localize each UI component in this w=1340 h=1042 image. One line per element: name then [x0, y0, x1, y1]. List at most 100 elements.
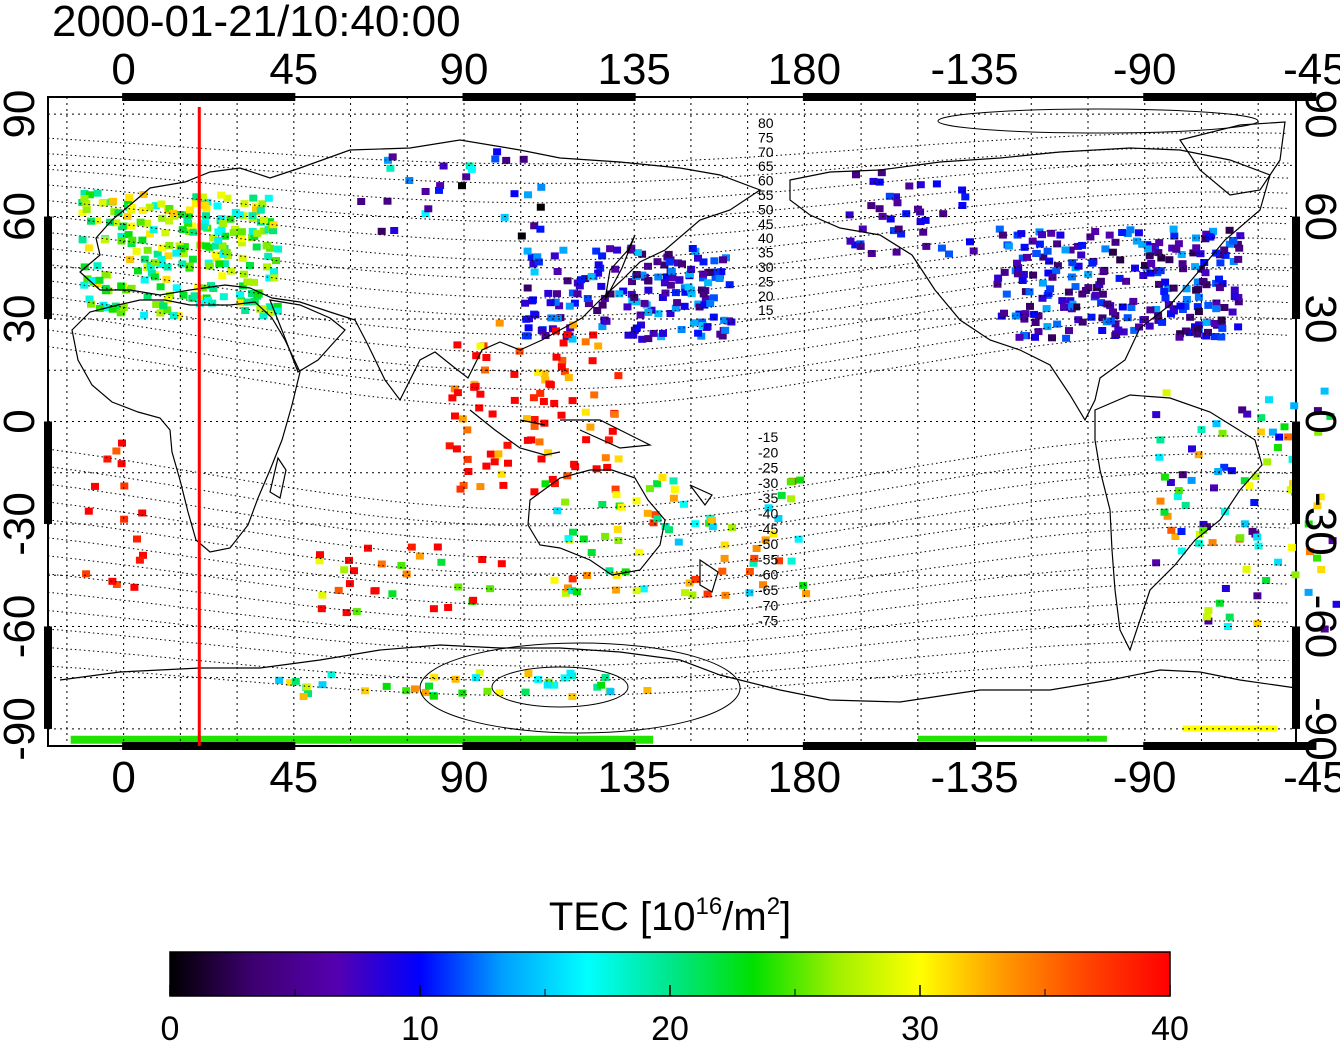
tec-data-point: [669, 477, 678, 485]
tec-data-point: [1177, 251, 1186, 258]
tec-data-point: [1154, 312, 1163, 320]
tec-data-point: [491, 155, 500, 163]
tec-data-point: [1212, 305, 1221, 313]
tec-data-point: [593, 307, 602, 314]
colorbar-tick-label: 30: [901, 1010, 939, 1042]
tec-data-point: [1313, 554, 1321, 562]
tec-data-point: [664, 250, 673, 258]
tec-data-point: [165, 217, 174, 225]
contour-label: 45: [758, 216, 774, 232]
tec-data-point: [1220, 246, 1229, 254]
tec-data-point: [1071, 283, 1080, 291]
tec-data-point: [204, 296, 213, 304]
tec-data-point: [316, 551, 324, 559]
tec-data-point: [1026, 302, 1034, 310]
tec-data-point: [241, 307, 250, 314]
tec-data-point: [114, 209, 123, 217]
coastline-greenland: [1179, 121, 1286, 196]
tec-data-point: [658, 294, 667, 301]
tec-data-point: [85, 191, 94, 199]
colorbar-tick-label: 10: [401, 1010, 439, 1042]
tec-data-point: [1225, 613, 1234, 621]
tec-data-point: [939, 210, 948, 218]
tec-data-point: [243, 298, 252, 306]
tec-data-point: [698, 322, 707, 330]
tec-data-point: [799, 581, 808, 589]
tec-data-point: [1253, 592, 1262, 600]
tec-data-point: [615, 290, 624, 298]
tec-data-point: [93, 217, 102, 225]
tec-data-point: [223, 194, 232, 202]
tec-data-point: [644, 277, 653, 285]
tec-data-point: [221, 232, 230, 240]
tec-data-point: [715, 275, 724, 282]
tec-data-point: [458, 689, 467, 697]
tec-data-point: [1229, 258, 1238, 265]
tec-data-point: [1217, 321, 1226, 328]
tec-data-point: [1053, 240, 1062, 248]
tec-data-point: [553, 314, 562, 322]
tec-data-point: [109, 197, 118, 205]
contour-line: [47, 206, 1289, 261]
tec-data-point: [1165, 256, 1174, 264]
tec-data-point: [377, 560, 386, 568]
tec-data-point: [1217, 316, 1226, 324]
tec-data-point: [1168, 244, 1177, 252]
tec-data-point: [139, 551, 147, 559]
tec-data-point: [561, 589, 570, 597]
tec-data-point: [172, 249, 181, 257]
tec-data-point: [1118, 303, 1127, 311]
tec-data-point: [140, 276, 149, 284]
tec-data-point: [1174, 240, 1183, 248]
tec-data-point: [220, 260, 229, 268]
tec-data-point: [1123, 314, 1132, 322]
tec-data-point: [555, 302, 564, 310]
tec-data-point: [1156, 436, 1165, 444]
tec-data-point: [1320, 625, 1329, 633]
tec-data-point: [614, 372, 623, 380]
tec-data-point: [922, 242, 931, 250]
tec-data-point: [892, 248, 901, 256]
tec-data-point: [1200, 259, 1209, 266]
tec-data-point: [1236, 232, 1245, 240]
tec-data-point: [969, 247, 978, 255]
tec-data-point: [1108, 248, 1117, 256]
tec-data-point: [1236, 534, 1245, 542]
contour-label: 25: [758, 273, 774, 289]
tec-data-point: [1210, 484, 1218, 492]
tec-data-point: [1243, 410, 1252, 418]
tec-data-point: [704, 279, 713, 287]
tec-data-point: [1171, 533, 1180, 540]
tec-data-point: [877, 169, 886, 177]
tec-data-point: [1316, 493, 1325, 501]
contour-line: [47, 252, 1289, 317]
tec-data-point: [133, 535, 141, 543]
tec-data-point: [628, 278, 636, 286]
tec-data-point: [149, 226, 158, 234]
tec-data-point: [544, 449, 553, 457]
tec-data-point: [606, 688, 615, 696]
tec-data-point: [1229, 237, 1237, 245]
tec-data-point: [110, 208, 119, 216]
tec-data-point: [1061, 246, 1070, 254]
tec-data-point: [885, 192, 894, 200]
tec-data-point: [565, 302, 574, 310]
tec-data-point: [1048, 334, 1056, 342]
tec-data-point: [1287, 543, 1296, 551]
tec-data-point: [581, 275, 590, 283]
tec-data-point: [523, 415, 531, 423]
tec-data-point: [894, 225, 903, 233]
tec-data-point: [252, 208, 261, 216]
contour-label: -75: [758, 613, 778, 629]
tec-data-point: [189, 228, 198, 236]
lat-border-band: [1292, 421, 1300, 524]
tec-data-point: [213, 202, 222, 210]
tec-data-point: [1052, 267, 1061, 275]
tec-data-point: [240, 200, 249, 208]
tec-data-point: [685, 270, 694, 278]
tec-data-point: [537, 455, 546, 463]
tec-data-point: [1178, 260, 1187, 268]
tec-data-point: [386, 164, 395, 172]
tec-data-point: [632, 271, 641, 278]
tec-data-point: [1257, 414, 1266, 422]
